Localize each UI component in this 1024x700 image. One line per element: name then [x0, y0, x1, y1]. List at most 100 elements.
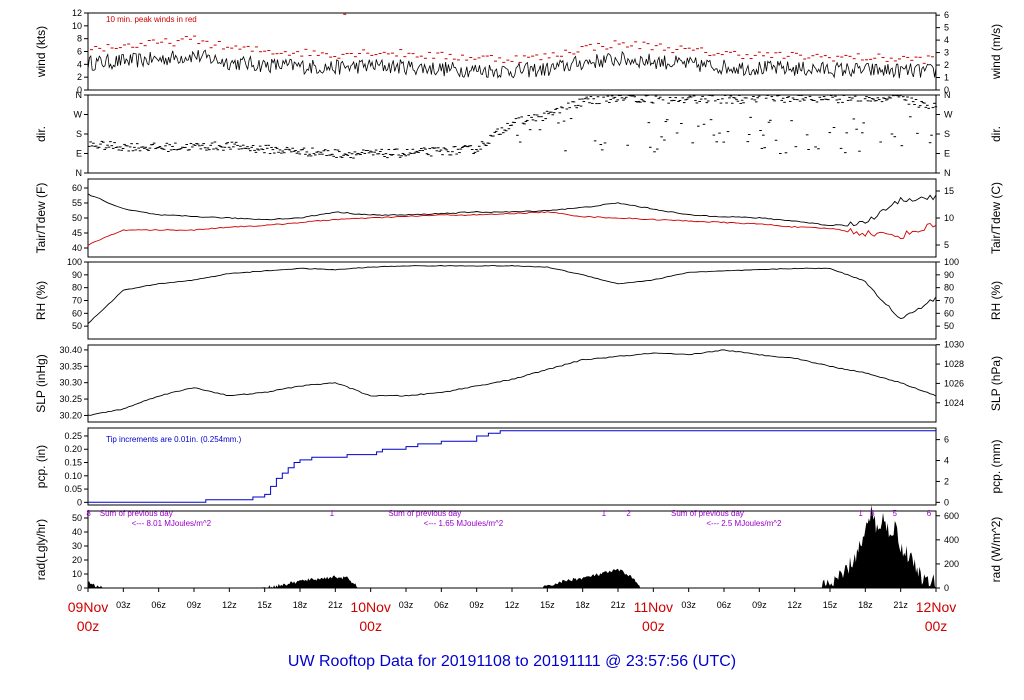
x-day-hour-label: 00z: [359, 618, 382, 634]
y-tick-label: 10: [72, 21, 82, 31]
slp-line: [87, 349, 937, 416]
x-hour-label: 21z: [328, 600, 343, 610]
y-tick-label-right: 2: [944, 60, 949, 70]
y-axis-label-right: dir.: [989, 126, 1003, 142]
x-hour-label: 06z: [151, 600, 166, 610]
y-axis-label: rad(Lgly/hr): [34, 519, 48, 580]
x-day-label: 11Nov: [634, 599, 673, 615]
panel-frame: [87, 344, 937, 423]
x-hour-label: 09z: [752, 600, 767, 610]
y-tick-label-right: 100: [944, 257, 959, 267]
y-axis-label: SLP (inHg): [34, 354, 48, 412]
radiation-top-mark: 1: [602, 509, 607, 518]
x-day-label: 09Nov: [68, 599, 108, 615]
y-tick-label: W: [74, 110, 83, 120]
x-hour-label: 21z: [893, 600, 908, 610]
radiation-annotation: Sum of previous day: [671, 509, 744, 518]
x-hour-label: 15z: [823, 600, 838, 610]
direction-marks: [87, 94, 938, 159]
y-tick-label: 0.20: [64, 444, 82, 454]
y-tick-label-right: 15: [944, 186, 954, 196]
y-tick-label-right: N: [944, 168, 951, 178]
radiation-annotation: <--- 1.65 MJoules/m^2: [424, 519, 504, 528]
y-tick-label: 2: [77, 72, 82, 82]
y-tick-label-right: N: [944, 90, 951, 100]
y-tick-label: 30.40: [59, 345, 82, 355]
y-tick-label: 0.05: [64, 484, 82, 494]
x-day-label: 12Nov: [916, 599, 956, 615]
y-tick-label: 10: [72, 569, 82, 579]
panel-pcp: 0 0.05 0.10 0.15 0.20 0.25 0 2 4 6 pcp. (in) pcp. (…: [34, 427, 1003, 507]
y-tick-label: N: [76, 90, 83, 100]
y-tick-label-right: 4: [944, 456, 949, 466]
y-tick-label: 4: [77, 59, 82, 69]
radiation-top-mark: 1: [330, 509, 335, 518]
y-axis-label: RH (%): [34, 281, 48, 320]
series-tdew-line: [87, 211, 937, 246]
x-hour-label: 06z: [717, 600, 732, 610]
y-axis-label-right: Tair/Tdew (C): [989, 182, 1003, 254]
panel-rh: 50 60 70 80 90 100 50 60 70 80 90 100 RH (%) RH (%): [34, 257, 1003, 340]
x-hour-label: 09z: [187, 600, 202, 610]
radiation-top-mark: 8: [86, 509, 91, 518]
y-tick-label: 0: [77, 497, 82, 507]
panel-rad: 0 10 20 30 40 50 0 200 400 600 rad(Lgly/hr) rad (W/…: [34, 505, 1003, 593]
y-tick-label: 90: [72, 270, 82, 280]
y-tick-label-right: 400: [944, 535, 959, 545]
series-tair-line: [87, 193, 937, 227]
y-tick-label-right: W: [944, 110, 953, 120]
y-tick-label: 20: [72, 555, 82, 565]
x-hour-label: 12z: [787, 600, 802, 610]
y-tick-label: 0.10: [64, 471, 82, 481]
y-tick-label-right: 10: [944, 213, 954, 223]
x-hour-label: 15z: [257, 600, 272, 610]
y-tick-label-right: 6: [944, 435, 949, 445]
y-tick-label-right: 1030: [944, 340, 964, 350]
y-tick-label: 30.35: [59, 361, 82, 371]
time-axis: 03z 06z 09z 12z 15z 18z 21z 03z 06z 09z 12z 15z 18z 2…: [68, 588, 956, 634]
y-tick-label-right: 0: [944, 497, 949, 507]
x-day-label: 10Nov: [350, 599, 390, 615]
x-hour-label: 15z: [540, 600, 555, 610]
y-tick-label-right: 90: [944, 270, 954, 280]
x-hour-label: 12z: [505, 600, 520, 610]
radiation-top-mark: 1: [858, 509, 863, 518]
y-tick-label: 30.20: [59, 410, 82, 420]
x-hour-label: 09z: [469, 600, 484, 610]
radiation-annotation: <--- 8.01 MJoules/m^2: [132, 519, 212, 528]
y-tick-label: 0: [77, 583, 82, 593]
rh-line: [87, 265, 937, 325]
y-tick-label-right: 1026: [944, 378, 964, 388]
y-tick-label-right: 600: [944, 511, 959, 521]
y-axis-label-right: SLP (hPa): [989, 356, 1003, 411]
panel-frame: [87, 427, 937, 506]
y-tick-label-right: 0: [944, 85, 949, 95]
y-tick-label: 0.15: [64, 458, 82, 468]
x-hour-label: 21z: [611, 600, 626, 610]
y-tick-label: 12: [72, 8, 82, 18]
panel-frame: [87, 94, 937, 174]
y-tick-label: N: [76, 168, 83, 178]
wind-peak-marks: [90, 13, 934, 64]
y-tick-label: 60: [72, 183, 82, 193]
y-tick-label-right: 1024: [944, 398, 964, 408]
chart-title: UW Rooftop Data for 20191108 to 20191111…: [288, 653, 736, 670]
radiation-top-mark: 6: [927, 509, 932, 518]
y-tick-label-right: 5: [944, 23, 949, 33]
y-tick-label: 0: [77, 85, 82, 95]
y-tick-label: 50: [72, 321, 82, 331]
y-tick-label: 70: [72, 296, 82, 306]
wind-annotation: 10 min. peak winds in red: [106, 15, 197, 24]
y-tick-label: 30: [72, 541, 82, 551]
x-hour-label: 18z: [293, 600, 308, 610]
y-tick-label: 40: [72, 243, 82, 253]
y-axis-label-right: RH (%): [989, 281, 1003, 320]
y-axis-label: dir.: [34, 126, 48, 142]
x-hour-label: 18z: [858, 600, 873, 610]
y-tick-label: 8: [77, 34, 82, 44]
x-day-hour-label: 00z: [642, 618, 665, 634]
y-tick-label-right: 1: [944, 73, 949, 83]
y-tick-label: 40: [72, 527, 82, 537]
